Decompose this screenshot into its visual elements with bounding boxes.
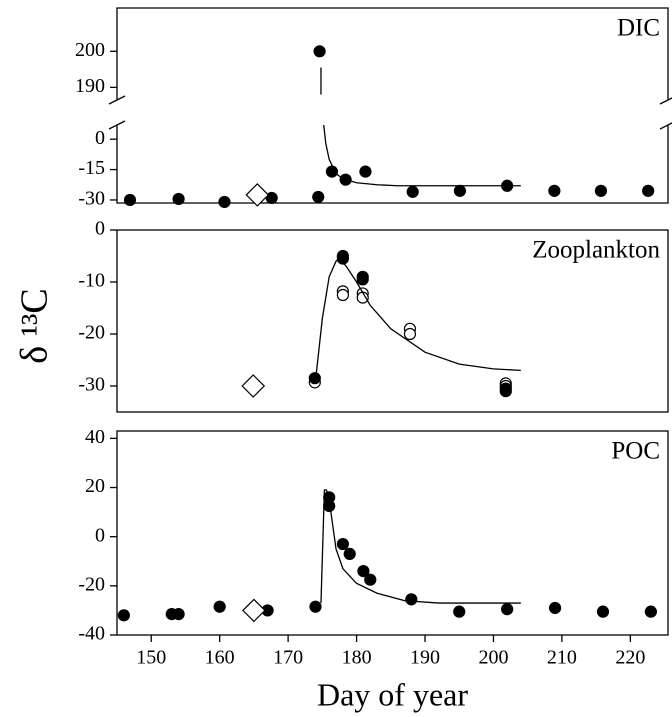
observation bbox=[308, 372, 321, 385]
y-tick-label: -30 bbox=[78, 374, 105, 396]
model-curve bbox=[320, 489, 521, 604]
y-tick-label: 0 bbox=[95, 524, 105, 546]
observation bbox=[548, 601, 562, 615]
observation bbox=[265, 191, 278, 205]
observation bbox=[213, 600, 226, 613]
observation bbox=[117, 609, 130, 622]
open-observation bbox=[336, 288, 349, 302]
observation bbox=[644, 605, 657, 618]
x-tick-label: 200 bbox=[478, 647, 508, 669]
axis-break bbox=[108, 120, 126, 130]
open-observation bbox=[403, 327, 417, 341]
y-tick-label: -30 bbox=[78, 188, 105, 210]
frame bbox=[116, 430, 669, 636]
x-tick-label: 150 bbox=[136, 647, 166, 669]
y-tick-label: -10 bbox=[78, 270, 105, 292]
initial-value bbox=[241, 374, 266, 398]
observation bbox=[596, 605, 610, 618]
observation bbox=[309, 600, 322, 613]
observation bbox=[356, 273, 369, 286]
y-tick-label: -15 bbox=[78, 157, 105, 179]
y-tick-label: 0 bbox=[95, 218, 105, 240]
y-tick-label: 0 bbox=[95, 127, 105, 149]
observation bbox=[336, 252, 349, 265]
observation bbox=[343, 547, 356, 560]
x-tick-label: 180 bbox=[342, 647, 372, 669]
observation bbox=[313, 45, 326, 58]
x-tick-label: 190 bbox=[410, 647, 440, 669]
x-axis-label: Day of year bbox=[317, 676, 468, 712]
initial-value bbox=[245, 183, 270, 207]
panel-title: POC bbox=[611, 438, 660, 465]
y-axis-label: δ ¹³C bbox=[14, 288, 56, 364]
y-tick-label: 200 bbox=[75, 39, 105, 61]
y-tick-label: 20 bbox=[85, 475, 105, 497]
panel-title: DIC bbox=[617, 15, 660, 42]
panel-title: Zooplankton bbox=[532, 237, 660, 264]
y-tick-label: -20 bbox=[78, 322, 105, 344]
observation bbox=[499, 385, 512, 398]
observation bbox=[453, 605, 466, 618]
observation bbox=[642, 184, 655, 197]
x-tick-label: 170 bbox=[273, 647, 303, 669]
observation bbox=[453, 184, 467, 197]
initial-value bbox=[242, 598, 266, 623]
x-tick-label: 160 bbox=[205, 647, 235, 669]
observation bbox=[364, 573, 377, 586]
axis-break bbox=[659, 122, 672, 130]
y-tick-label: -20 bbox=[78, 573, 105, 595]
observation bbox=[218, 195, 231, 209]
observation bbox=[123, 193, 137, 207]
axis-break bbox=[108, 95, 126, 105]
observation bbox=[336, 537, 349, 551]
observation bbox=[172, 192, 185, 206]
observation bbox=[501, 603, 514, 616]
observation bbox=[594, 184, 608, 197]
x-tick-label: 220 bbox=[615, 647, 645, 669]
x-tick-label: 210 bbox=[547, 647, 577, 669]
observation bbox=[405, 593, 418, 606]
observation bbox=[312, 190, 325, 204]
model-curve bbox=[314, 257, 521, 381]
observation bbox=[548, 184, 561, 197]
y-tick-label: 190 bbox=[75, 75, 105, 97]
y-tick-label: 40 bbox=[85, 426, 105, 448]
y-tick-label: -40 bbox=[78, 623, 105, 645]
observation bbox=[406, 185, 419, 198]
frame bbox=[116, 7, 669, 100]
frame bbox=[116, 125, 669, 204]
frame bbox=[116, 229, 669, 413]
axis-break bbox=[659, 97, 672, 105]
observation bbox=[357, 564, 370, 578]
model-curve bbox=[323, 124, 521, 187]
observation bbox=[359, 165, 372, 178]
observation bbox=[172, 608, 185, 621]
